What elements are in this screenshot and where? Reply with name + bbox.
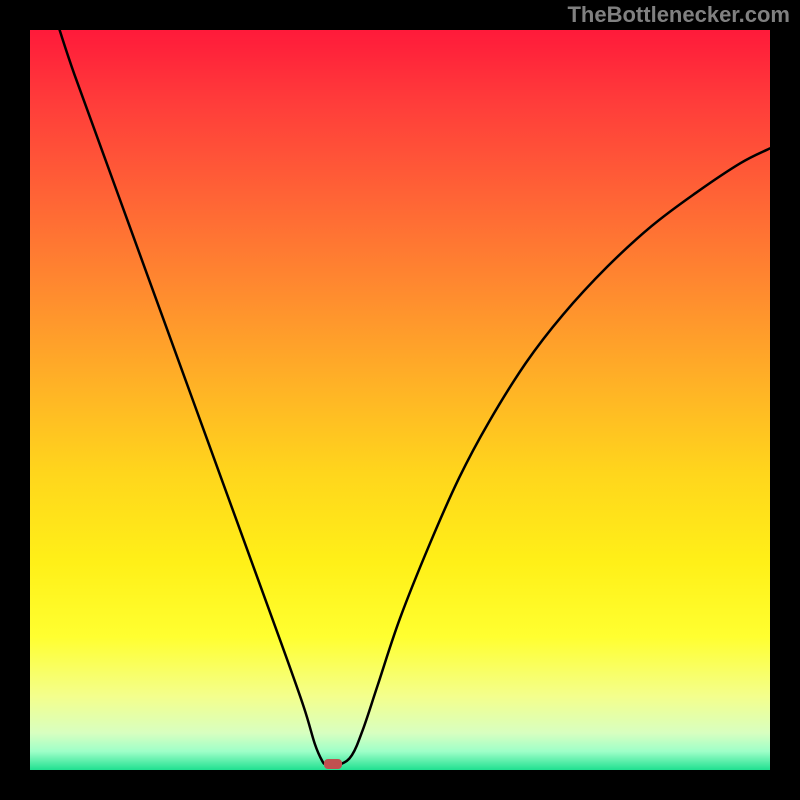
plot-area	[30, 30, 770, 770]
optimal-point-marker	[324, 759, 342, 769]
bottleneck-curve	[30, 30, 770, 770]
watermark-text: TheBottlenecker.com	[567, 2, 790, 28]
bottleneck-chart: TheBottlenecker.com	[0, 0, 800, 800]
